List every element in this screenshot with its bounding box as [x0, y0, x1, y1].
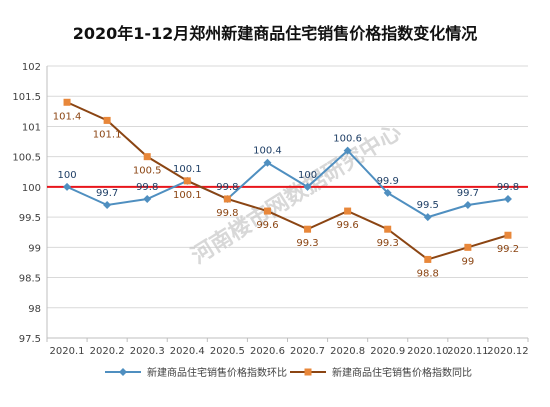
data-label: 99	[462, 256, 475, 267]
data-label: 99.8	[136, 182, 158, 193]
y-tick-label: 101	[22, 122, 41, 133]
y-tick-label: 98.5	[19, 274, 41, 285]
data-label: 99.9	[377, 176, 399, 187]
x-tick-label: 2020.12	[487, 346, 528, 357]
x-tick-label: 2020.10	[407, 346, 448, 357]
data-label: 100.1	[173, 190, 202, 201]
data-label: 99.3	[377, 238, 399, 249]
y-tick-label: 97.5	[19, 334, 41, 345]
data-label: 101.1	[93, 129, 122, 140]
y-tick-label: 99	[28, 243, 41, 254]
x-tick-label: 2020.9	[370, 346, 405, 357]
data-label: 98.8	[417, 268, 439, 279]
legend-label: 新建商品住宅销售价格指数环比	[147, 366, 287, 379]
x-tick-label: 2020.1	[50, 346, 85, 357]
series-2-point	[384, 225, 392, 233]
x-tick-label: 2020.6	[250, 346, 285, 357]
x-tick-label: 2020.4	[170, 346, 205, 357]
series-1-point	[383, 188, 392, 197]
data-label: 99.6	[336, 220, 358, 231]
series-2-point	[63, 98, 71, 106]
series-2-point	[263, 207, 271, 215]
data-label: 100.5	[133, 166, 162, 177]
legend-marker	[119, 368, 127, 376]
x-tick-label: 2020.11	[447, 346, 488, 357]
series-2-point	[183, 177, 191, 185]
y-tick-label: 102	[22, 62, 41, 73]
y-tick-label: 100.5	[12, 153, 41, 164]
series-2-point	[504, 231, 512, 239]
series-2-point	[143, 153, 151, 161]
data-label: 100.4	[253, 146, 282, 157]
series-1-point	[303, 182, 312, 191]
data-label: 99.7	[96, 188, 118, 199]
data-label: 99.8	[216, 208, 238, 219]
data-label: 99.3	[296, 238, 318, 249]
series-2-point	[344, 207, 352, 215]
x-tick-label: 2020.2	[90, 346, 125, 357]
data-label: 99.7	[457, 188, 479, 199]
legend-label: 新建商品住宅销售价格指数同比	[332, 366, 472, 379]
y-tick-label: 100	[22, 183, 41, 194]
x-tick-label: 2020.8	[330, 346, 365, 357]
x-tick-label: 2020.5	[210, 346, 245, 357]
series-2-point	[223, 195, 231, 203]
series-1-point	[143, 194, 152, 203]
data-label: 100.6	[333, 134, 362, 145]
series-2-point	[304, 225, 312, 233]
data-label: 101.4	[53, 111, 82, 122]
data-label: 100.1	[173, 164, 202, 175]
data-label: 99.2	[497, 244, 519, 255]
series-2-point	[464, 243, 472, 251]
x-tick-label: 2020.3	[130, 346, 165, 357]
series-1-point	[463, 201, 472, 210]
series-1-point	[63, 182, 72, 191]
series-1-point	[343, 146, 352, 155]
data-label: 99.6	[256, 220, 278, 231]
series-1-point	[103, 201, 112, 210]
chart-title: 2020年1-12月郑州新建商品住宅销售价格指数变化情况	[72, 24, 478, 43]
data-label: 100	[298, 170, 317, 181]
y-tick-label: 101.5	[12, 92, 41, 103]
data-label: 99.8	[216, 182, 238, 193]
series-1-point	[503, 194, 512, 203]
y-tick-label: 99.5	[19, 213, 41, 224]
series-1-point	[423, 213, 432, 222]
series-1-point	[263, 158, 272, 167]
data-label: 99.8	[497, 182, 519, 193]
legend-marker	[304, 368, 312, 376]
series-2-point	[103, 116, 111, 124]
y-tick-label: 98	[28, 304, 41, 315]
series-line-2	[66, 101, 509, 261]
series-line-1	[66, 149, 509, 219]
data-label: 100	[57, 170, 76, 181]
data-label: 99.5	[417, 200, 439, 211]
series-2-point	[424, 255, 432, 263]
x-tick-label: 2020.7	[290, 346, 325, 357]
